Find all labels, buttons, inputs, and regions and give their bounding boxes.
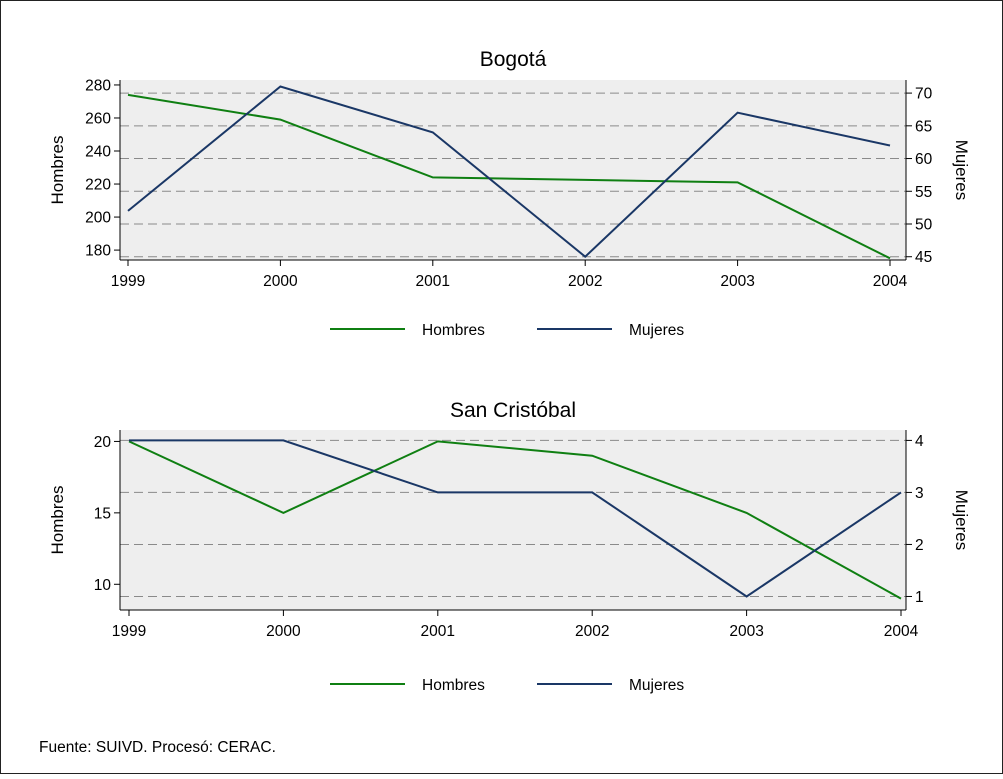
source-note: Fuente: SUIVD. Procesó: CERAC. <box>39 739 276 756</box>
y-tick-label-right: 70 <box>915 86 933 103</box>
y-tick-label-right: 45 <box>915 249 932 266</box>
axes: 20 15 10 4 3 2 1 1999 2000 2001 2002 2003 2004 <box>94 430 924 640</box>
y-tick-label-right: 55 <box>915 184 932 201</box>
legend: Hombres Mujeres <box>330 677 684 694</box>
y-tick-label-right: 65 <box>915 118 932 135</box>
y-tick-label-right: 3 <box>915 485 924 502</box>
y-tick-label-right: 60 <box>915 151 933 168</box>
x-tick-label: 2003 <box>729 623 763 640</box>
y-tick-label-left: 220 <box>85 177 111 194</box>
legend-label-hombres: Hombres <box>422 322 485 339</box>
series-line-hombres <box>128 440 902 600</box>
x-tick-label: 2004 <box>884 623 919 640</box>
x-tick-label: 2002 <box>575 623 609 640</box>
x-tick-label: 2000 <box>266 623 301 640</box>
chart-title: San Cristóbal <box>450 399 576 422</box>
series-line-mujeres <box>127 85 891 259</box>
chart-panel-bogota: Bogotá Hombres Mujeres 280 260 240 220 200 18… <box>48 48 971 339</box>
x-tick-label: 1999 <box>111 273 145 290</box>
y-tick-label-right: 1 <box>915 589 924 606</box>
y-tick-label-left: 280 <box>85 77 111 94</box>
series-line-hombres <box>127 93 891 260</box>
series-lines <box>128 439 902 600</box>
y-tick-label-right: 4 <box>915 433 924 450</box>
series-line-mujeres <box>129 439 902 598</box>
x-tick-label: 1999 <box>112 623 146 640</box>
y-tick-label-left: 200 <box>85 210 111 227</box>
y-tick-label-left: 240 <box>85 144 111 161</box>
chart-panel-san-cristobal: San Cristóbal Hombres Mujeres 20 15 10 4 3 2 1… <box>48 399 971 694</box>
y-tick-label-left: 180 <box>85 243 111 260</box>
y-axis-label-left: Hombres <box>48 136 67 205</box>
y-axis-label-right: Mujeres <box>952 490 971 550</box>
x-tick-label: 2001 <box>416 273 450 290</box>
gridlines <box>120 92 906 258</box>
x-tick-label: 2003 <box>720 273 754 290</box>
axes: 280 260 240 220 200 180 70 65 60 55 50 45 1999 2000 20… <box>85 77 932 290</box>
y-axis-label-right: Mujeres <box>952 140 971 200</box>
plot-area <box>120 430 906 610</box>
legend-label-mujeres: Mujeres <box>629 322 684 339</box>
y-tick-label-left: 15 <box>94 505 111 522</box>
y-tick-label-left: 260 <box>85 110 111 127</box>
y-tick-label-right: 2 <box>915 537 924 554</box>
y-tick-label-left: 20 <box>94 434 112 451</box>
y-tick-label-left: 10 <box>94 577 112 594</box>
x-tick-label: 2001 <box>421 623 455 640</box>
legend-label-mujeres: Mujeres <box>629 677 684 694</box>
x-tick-label: 2004 <box>873 273 908 290</box>
legend-label-hombres: Hombres <box>422 677 485 694</box>
x-tick-label: 2002 <box>568 273 602 290</box>
y-axis-label-left: Hombres <box>48 486 67 555</box>
chart-title: Bogotá <box>480 48 547 71</box>
x-tick-label: 2000 <box>263 273 298 290</box>
series-lines <box>127 85 891 260</box>
y-tick-label-right: 50 <box>915 217 933 234</box>
legend: Hombres Mujeres <box>330 322 684 339</box>
plot-area <box>120 80 906 260</box>
